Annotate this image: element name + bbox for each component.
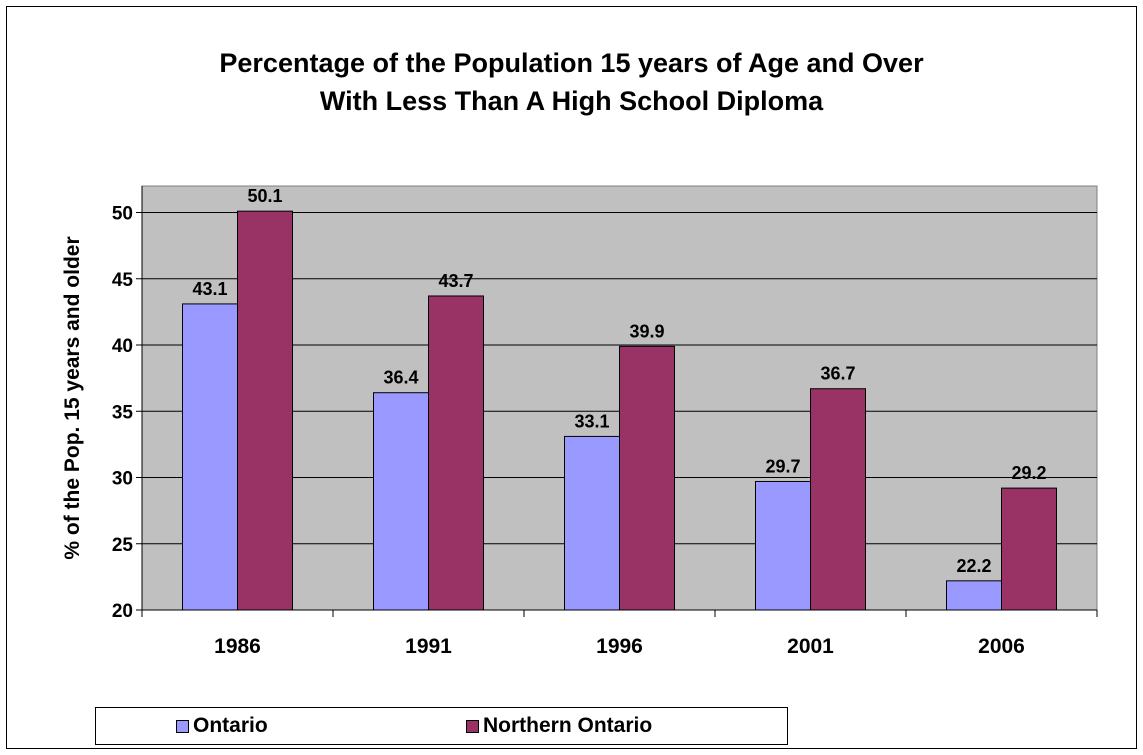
bar-ontario <box>373 392 429 611</box>
data-label: 29.7 <box>765 456 800 476</box>
data-label: 36.4 <box>383 368 418 388</box>
data-label: 39.9 <box>629 321 664 341</box>
legend-item-ontario: Ontario <box>176 708 268 744</box>
data-label: 50.1 <box>247 186 282 206</box>
legend-label-ontario: Ontario <box>193 714 268 737</box>
legend-swatch-northern-ontario <box>466 719 479 733</box>
x-tick-label: 1996 <box>596 635 643 658</box>
bar-northern-ontario <box>428 295 484 611</box>
x-tick-label: 2006 <box>978 635 1025 658</box>
data-label: 43.1 <box>192 279 227 299</box>
y-tick-label: 30 <box>112 469 133 490</box>
bar-northern-ontario <box>237 210 293 611</box>
chart-legend: Ontario Northern Ontario <box>95 707 788 745</box>
legend-label-northern-ontario: Northern Ontario <box>483 714 653 737</box>
x-tick-label: 1991 <box>405 635 452 658</box>
y-tick-label: 20 <box>112 601 133 622</box>
data-label: 29.2 <box>1011 463 1046 483</box>
chart-title-line-1: Percentage of the Population 15 years of… <box>219 48 924 78</box>
y-tick-label: 40 <box>112 336 133 357</box>
data-label: 43.7 <box>438 271 473 291</box>
y-tick-label: 25 <box>112 535 134 556</box>
bar-northern-ontario <box>619 345 675 611</box>
bar-ontario <box>182 303 238 611</box>
chart-title: Percentage of the Population 15 years of… <box>0 44 1143 120</box>
data-label: 22.2 <box>956 556 991 576</box>
legend-swatch-ontario <box>176 719 189 733</box>
x-tick-label: 1986 <box>214 635 261 658</box>
y-tick-label: 50 <box>112 204 133 225</box>
bar-ontario <box>564 435 620 611</box>
bar-ontario <box>946 580 1002 611</box>
bar-ontario <box>755 480 811 611</box>
x-tick-label: 2001 <box>787 635 834 658</box>
y-tick-label: 35 <box>112 402 134 423</box>
data-label: 36.7 <box>820 364 855 384</box>
bar-northern-ontario <box>810 388 866 611</box>
bar-northern-ontario <box>1001 487 1057 611</box>
data-label: 33.1 <box>574 411 609 431</box>
legend-item-northern-ontario: Northern Ontario <box>466 708 652 744</box>
chart-title-line-2: With Less Than A High School Diploma <box>319 86 824 116</box>
y-axis-label: % of the Pop. 15 years and older <box>61 236 84 559</box>
y-tick-label: 45 <box>112 270 134 291</box>
